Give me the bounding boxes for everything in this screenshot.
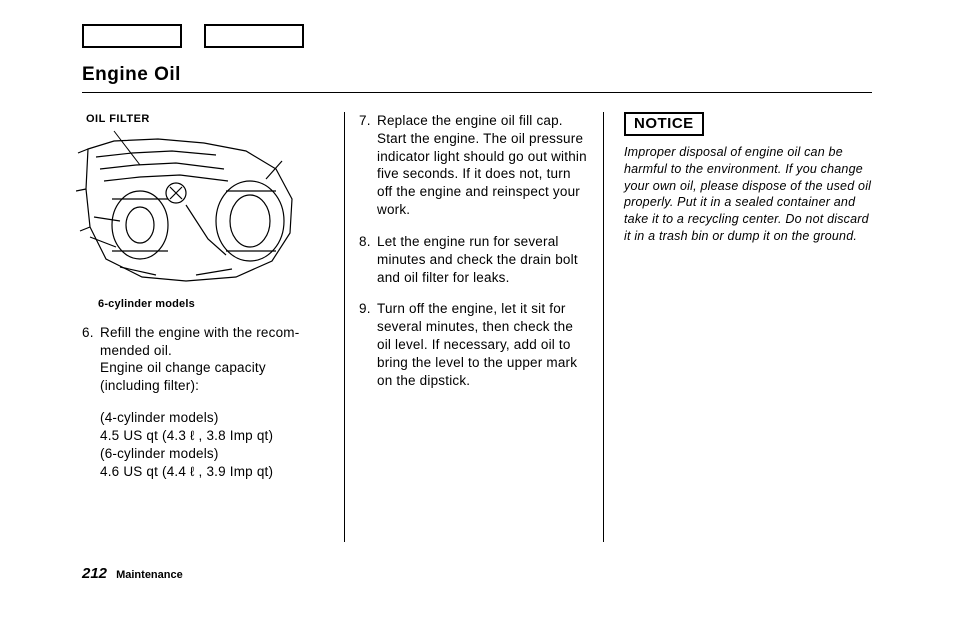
step-body: Let the engine run for several minutes a… xyxy=(377,233,589,286)
engine-illustration xyxy=(76,129,306,287)
page-number: 212 xyxy=(82,565,107,582)
step-number: 7. xyxy=(359,112,377,219)
column-3: NOTICE Improper disposal of engine oil c… xyxy=(604,112,872,542)
section-name: Maintenance xyxy=(116,569,183,581)
oil-filter-label: OIL FILTER xyxy=(86,112,324,127)
text: Refill the engine with the recom- xyxy=(100,325,299,340)
cylinder-model-label: 6-cylinder models xyxy=(98,297,324,312)
text: mended oil. xyxy=(100,343,172,358)
step-7: 7. Replace the engine oil fill cap. Star… xyxy=(359,112,589,219)
text: (including filter): xyxy=(100,378,199,393)
capacity-block: (4-cylinder models) 4.5 US qt (4.3 ℓ , 3… xyxy=(100,409,324,480)
content-columns: OIL FILTER xyxy=(82,112,872,542)
page-footer: 212 Maintenance xyxy=(82,565,183,582)
step-number: 9. xyxy=(359,300,377,389)
capacity-4cyl-label: (4-cylinder models) xyxy=(100,409,324,427)
page: Engine Oil OIL FILTER xyxy=(0,0,954,618)
notice-heading: NOTICE xyxy=(624,112,704,136)
step-number: 8. xyxy=(359,233,377,286)
top-box-1 xyxy=(82,24,182,48)
top-box-row xyxy=(82,24,304,48)
capacity-6cyl-value: 4.6 US qt (4.4 ℓ , 3.9 Imp qt) xyxy=(100,463,324,481)
step-6: 6. Refill the engine with the recom- men… xyxy=(82,324,324,395)
top-box-2 xyxy=(204,24,304,48)
text: Engine oil change capacity xyxy=(100,360,266,375)
column-1: OIL FILTER xyxy=(82,112,344,542)
title-rule xyxy=(82,92,872,93)
notice-text: Improper disposal of engine oil can be h… xyxy=(624,144,872,245)
column-2: 7. Replace the engine oil fill cap. Star… xyxy=(344,112,604,542)
step-body: Replace the engine oil fill cap. Start t… xyxy=(377,112,589,219)
step-body: Turn off the engine, let it sit for seve… xyxy=(377,300,589,389)
step-number: 6. xyxy=(82,324,100,395)
step-8: 8. Let the engine run for several minute… xyxy=(359,233,589,286)
step-9: 9. Turn off the engine, let it sit for s… xyxy=(359,300,589,389)
step-body: Refill the engine with the recom- mended… xyxy=(100,324,324,395)
capacity-4cyl-value: 4.5 US qt (4.3 ℓ , 3.8 Imp qt) xyxy=(100,427,324,445)
page-title: Engine Oil xyxy=(82,64,181,86)
capacity-6cyl-label: (6-cylinder models) xyxy=(100,445,324,463)
